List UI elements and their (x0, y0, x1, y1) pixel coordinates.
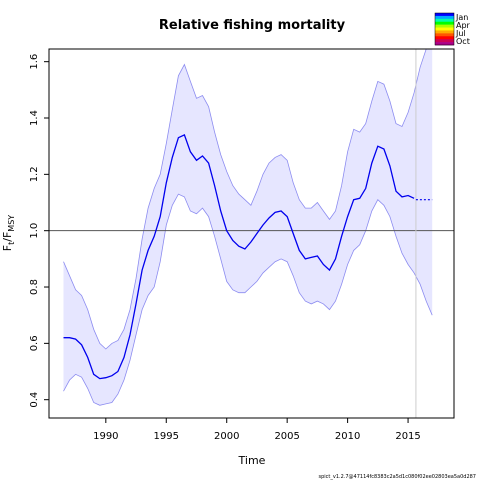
legend-label: Oct (456, 37, 470, 46)
y-axis-title: Ft/FMSY (1, 215, 16, 251)
x-tick-label: 2010 (335, 431, 360, 442)
x-tick-label: 1995 (154, 431, 179, 442)
x-axis-title: Time (238, 454, 266, 467)
y-tick-label: 0.8 (29, 279, 40, 295)
y-axis: 0.4 0.6 0.8 1.0 1.2 1.4 1.6 (29, 54, 49, 408)
version-footer: spict_v1.2.7@47114fc8383c2a5d1c080f02ee0… (319, 474, 477, 480)
confidence-band (63, 49, 433, 406)
legend-swatch (435, 15, 454, 20)
legend-label: Jul (455, 29, 466, 38)
legend-label: Jan (455, 13, 468, 22)
y-tick-label: 1.0 (29, 223, 40, 239)
confidence-upper-edge (63, 48, 433, 350)
legend-label: Apr (456, 21, 471, 30)
x-tick-label: 2005 (274, 431, 299, 442)
plot-frame (48, 48, 455, 419)
legend-swatch (435, 27, 454, 31)
y-tick-label: 1.6 (29, 54, 40, 70)
plot-area (49, 48, 454, 418)
legend-swatch (435, 33, 454, 37)
y-tick-label: 0.6 (29, 335, 40, 351)
legend-swatch (435, 21, 454, 25)
legend-frame (434, 12, 455, 46)
legend-swatch (435, 39, 454, 43)
legend-swatch (435, 42, 454, 46)
legend-swatch (435, 18, 454, 23)
y-tick-label: 1.2 (29, 166, 40, 182)
x-tick-label: 2015 (395, 431, 420, 442)
x-tick-label: 2000 (214, 431, 239, 442)
confidence-lower-edge (63, 193, 433, 406)
x-tick-label: 1990 (93, 431, 118, 442)
legend-swatch (435, 24, 454, 28)
legend-swatch (435, 36, 454, 40)
y-tick-label: 1.4 (29, 110, 40, 126)
legend-swatch (435, 13, 454, 17)
x-axis: 1990 1995 2000 2005 2010 2015 (93, 418, 421, 442)
estimate-line (63, 134, 415, 380)
y-tick-label: 0.4 (29, 392, 40, 408)
chart-title: Relative fishing mortality (159, 18, 346, 33)
legend-swatch (435, 30, 454, 34)
